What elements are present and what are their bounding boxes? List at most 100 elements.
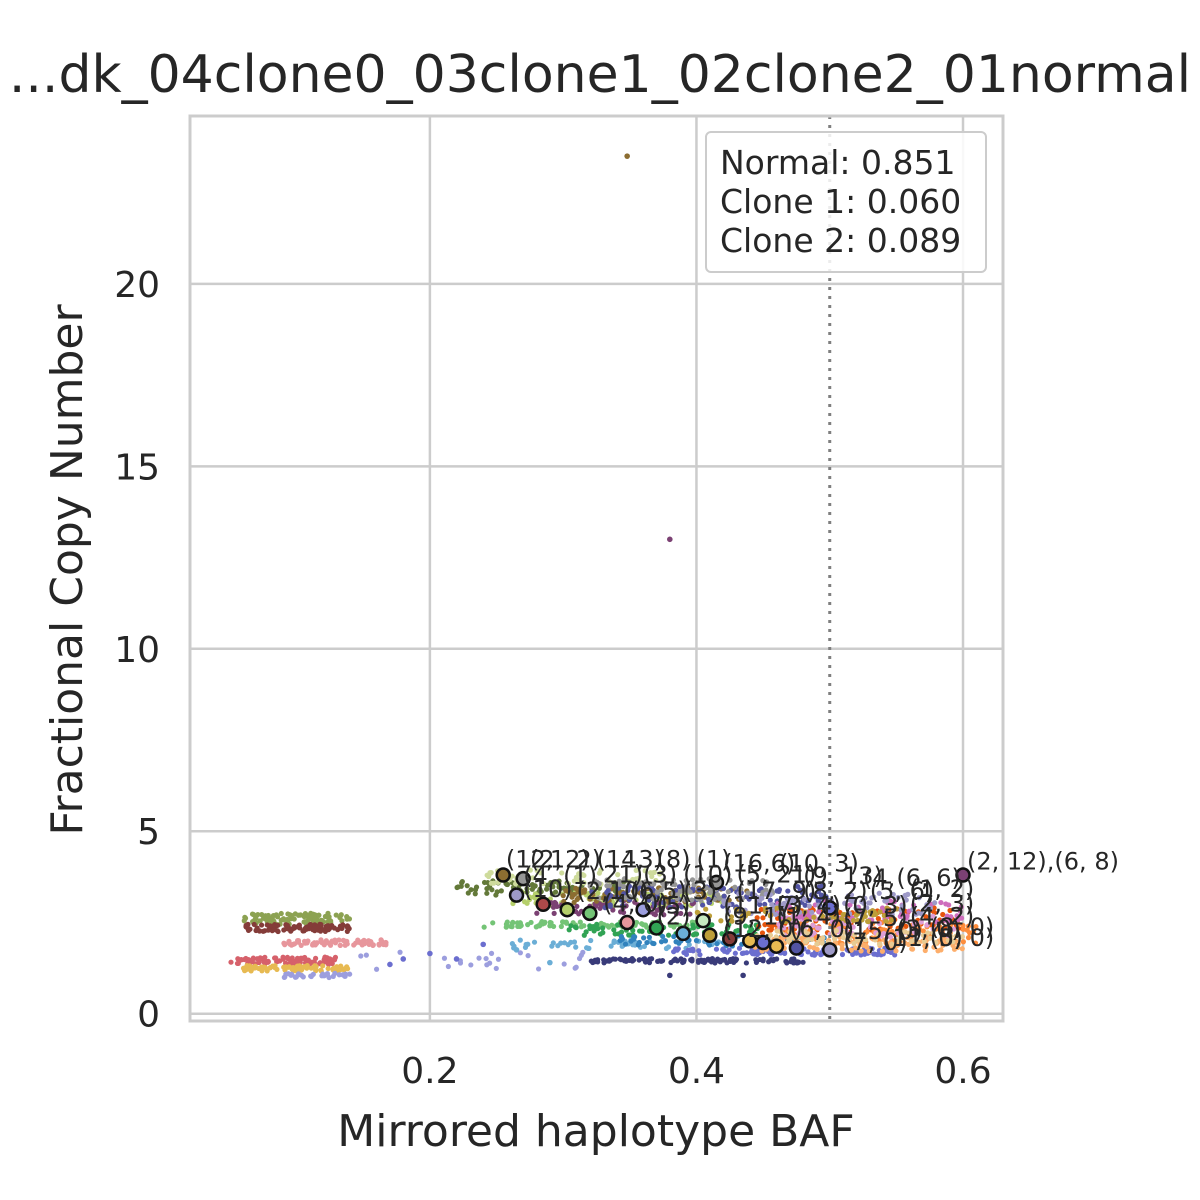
bin-point [862,895,868,901]
bin-point [861,933,867,939]
bin-point [876,890,882,896]
bin-point [523,941,529,948]
bin-point [716,895,722,901]
bin-point [571,891,577,898]
bin-point [344,966,351,972]
bin-point [840,934,847,941]
bin-point [540,880,547,887]
bin-point [550,940,556,946]
bin-point [973,923,979,930]
bin-point [629,958,635,964]
bin-point [709,956,716,962]
bin-point [331,957,338,963]
bin-point [644,939,650,946]
bin-point [310,942,316,948]
bin-point [726,922,732,928]
bin-point [802,902,808,908]
bin-point [638,880,644,886]
bin-point [899,935,905,941]
bin-point [295,938,302,944]
bin-point [556,878,562,884]
bin-point [670,890,676,897]
bin-point [762,908,769,915]
bin-point [867,924,873,931]
cluster-centroid [955,867,971,883]
bin-point [967,930,973,936]
bin-point [859,917,865,923]
bin-point [776,886,783,893]
bin-point [339,925,345,931]
bin-point [806,897,812,904]
bin-point [881,937,887,943]
bin-point [566,927,572,933]
bin-point [815,936,822,943]
cluster-centroid [635,901,651,918]
bin-point [754,915,760,921]
bin-point [725,889,731,895]
bin-point [596,870,602,876]
cluster-label: (2,10) [577,877,649,905]
bin-point [846,935,853,941]
bin-point [762,922,768,928]
legend: Normal: 0.851 Clone 1: 0.060 Clone 2: 0.… [705,131,987,273]
bin-point [326,918,332,924]
bin-point [863,937,869,943]
bin-point [900,922,906,928]
bin-point [935,948,941,954]
bin-point [524,886,530,892]
bin-point [851,932,858,938]
cluster-label: 12) [550,846,590,874]
cluster-centroid [702,927,718,943]
bin-point [281,964,287,970]
bin-point [310,927,316,933]
bin-point [958,904,964,910]
y-axis-label: Fractional Copy Number [42,304,93,836]
cluster-label: (3) [683,877,717,905]
bin-point [893,906,899,912]
cluster-label: (17, 9) [736,877,816,905]
cluster-centroids [495,867,971,958]
bin-point [911,902,917,908]
bin-point [558,885,564,891]
bin-point [743,923,749,929]
bin-point [787,898,793,904]
cluster-label: (10) [683,860,732,888]
bin-point [517,937,523,943]
x-tick-label: 0.6 [934,1051,991,1092]
bin-point [312,963,318,969]
bin-point [703,906,709,912]
bin-point [718,918,724,924]
bin-point [831,919,837,925]
bin-point [915,941,921,947]
bin-point [877,909,883,915]
bin-point [589,889,595,895]
cluster-label: (5, 6) [870,877,935,905]
bin-point [625,878,632,885]
bin-point [763,887,769,893]
bin-point [743,960,749,966]
bin-point [614,894,620,900]
bin-point [555,943,561,949]
bin-point [400,956,407,962]
bin-point [275,928,281,935]
bin-point [278,910,284,917]
bin-point [839,946,845,952]
cluster-label: (12, [506,846,554,874]
bin-point [785,888,791,894]
bin-point [571,878,577,884]
bin-point [288,928,294,934]
bin-point [739,913,745,919]
bin-point [251,921,257,928]
bin-point [601,957,607,963]
bin-point [855,910,861,917]
bin-point [617,881,623,887]
bin-point [611,938,617,944]
bin-point [307,921,314,928]
cluster-label: (6,5) [630,877,687,905]
bin-point [854,917,861,924]
bin-point [325,965,331,972]
bin-point [608,943,614,949]
bin-point [624,153,630,159]
cluster-label: (4, 2) [910,902,975,930]
bin-point [916,926,923,932]
